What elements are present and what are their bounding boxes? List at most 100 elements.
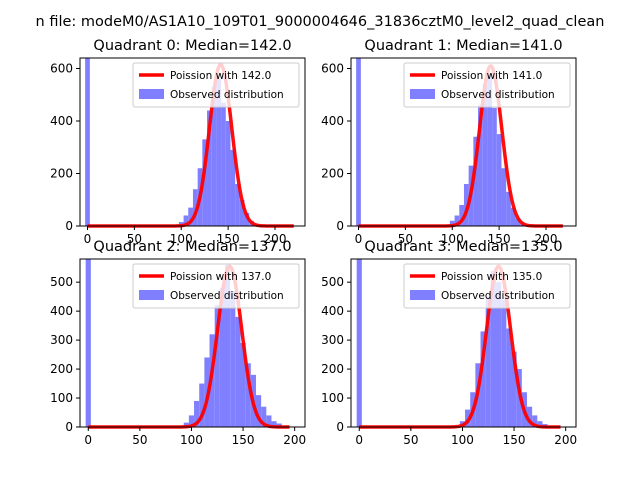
hist-bar	[487, 73, 493, 226]
subplot-quadrant-0: 0 50 100 150 200 0 200 400 600 Quadrant 0: Median…	[50, 38, 306, 246]
x-tick-label: 100	[441, 232, 464, 246]
x-tick-label: 200	[264, 232, 287, 246]
hist-bar	[188, 415, 195, 427]
x-tick-label: 150	[488, 232, 511, 246]
hist-bar	[245, 363, 251, 427]
axes-frame	[350, 57, 577, 227]
x-tick-label: 100	[180, 433, 203, 447]
legend-hist-swatch	[139, 290, 164, 300]
legend-box	[132, 62, 300, 108]
x-tick-label: 100	[170, 232, 193, 246]
legend-fit-label: Poission with 135.0	[441, 271, 542, 283]
y-tick-label: 200	[50, 167, 73, 181]
y-tick-label: 0	[336, 420, 344, 434]
y-tick-label: 0	[65, 219, 73, 233]
hist-bar	[235, 184, 240, 226]
hist-bar	[511, 351, 517, 427]
x-tick-label: 200	[535, 232, 558, 246]
legend-hist-swatch	[410, 89, 435, 99]
hist-bar	[501, 299, 507, 427]
figure-suptitle: n file: modeM0/AS1A10_109T01_9000004646_…	[36, 14, 605, 30]
y-tick-label: 400	[321, 114, 344, 128]
x-tick-label: 150	[232, 433, 255, 447]
subplot-title: Quadrant 0: Median=142.0	[93, 38, 291, 54]
hist-bar	[255, 395, 262, 427]
hist-bar	[221, 102, 226, 226]
hist-bar	[188, 207, 193, 226]
x-tick-label: 50	[403, 433, 418, 447]
hist-bar	[271, 421, 277, 427]
x-tick-label: 0	[355, 232, 363, 246]
subplot-quadrant-2: 0 50 100 150 200 0 100 200 300 400 500 Quadrant 2: …	[50, 239, 306, 447]
y-tick-label: 500	[321, 275, 344, 289]
hist-bar	[192, 189, 198, 226]
hist-bar	[261, 406, 267, 427]
hist-bar	[506, 328, 512, 427]
hist-bar	[515, 218, 521, 226]
axes-frame	[79, 57, 306, 227]
hist-bar	[506, 191, 511, 226]
legend-hist-label: Observed distribution	[441, 290, 555, 302]
hist-bar	[356, 58, 361, 226]
x-tick-label: 200	[554, 433, 577, 447]
y-tick-label: 0	[65, 420, 73, 434]
hist-bar	[356, 259, 362, 427]
y-tick-label: 0	[336, 219, 344, 233]
legend-hist-label: Observed distribution	[170, 290, 284, 302]
hist-bar	[240, 343, 246, 427]
hist-bar	[478, 105, 483, 226]
hist-bar	[183, 422, 189, 427]
y-tick-label: 100	[50, 391, 73, 405]
x-tick-label: 150	[217, 232, 240, 246]
subplot-quadrant-3: 0 50 100 150 200 0 100 200 300 400 500 Quadrant 3: …	[321, 239, 577, 447]
hist-bar	[459, 205, 464, 226]
axes-frame	[350, 258, 577, 428]
x-tick-label: 0	[84, 433, 92, 447]
subplot-grid: 0 50 100 150 200 0 200 400 600 Quadrant 0: Median…	[50, 38, 577, 447]
hist-bar	[216, 79, 222, 226]
axes-frame	[79, 258, 306, 428]
y-tick-label: 400	[50, 304, 73, 318]
y-tick-label: 500	[50, 275, 73, 289]
hist-bar	[449, 220, 455, 226]
legend-fit-label: Poission with 137.0	[170, 271, 271, 283]
y-tick-label: 600	[50, 62, 73, 76]
hist-bar	[492, 107, 497, 226]
y-tick-label: 400	[50, 114, 73, 128]
hist-bar	[199, 383, 205, 427]
hist-bar	[526, 406, 533, 427]
legend-hist-label: Observed distribution	[170, 89, 284, 101]
hist-bar	[496, 134, 502, 226]
hist-bar	[480, 331, 486, 427]
subplot-title: Quadrant 3: Median=135.0	[364, 239, 562, 255]
y-tick-label: 300	[50, 333, 73, 347]
hist-bar	[463, 184, 469, 226]
y-tick-label: 200	[321, 167, 344, 181]
hist-bar	[501, 168, 507, 226]
hist-bar	[183, 215, 189, 226]
hist-bar	[85, 58, 90, 226]
hist-bar	[485, 296, 491, 427]
legend-hist-swatch	[410, 290, 435, 300]
subplot-title: Quadrant 2: Median=137.0	[93, 239, 291, 255]
hist-bar	[207, 110, 212, 226]
hist-bar	[211, 86, 217, 226]
hist-bar	[214, 305, 220, 427]
legend-hist-label: Observed distribution	[441, 89, 555, 101]
y-tick-label: 400	[321, 304, 344, 318]
hist-bar	[496, 282, 502, 427]
hist-bar	[225, 121, 231, 226]
legend-box	[132, 263, 300, 309]
legend-box	[403, 263, 571, 309]
x-tick-label: 50	[127, 232, 142, 246]
hist-bar	[510, 207, 516, 226]
hist-bar	[537, 421, 543, 427]
legend-fit-label: Poission with 141.0	[441, 70, 542, 82]
x-tick-label: 50	[398, 232, 413, 246]
y-tick-label: 200	[321, 362, 344, 376]
hist-bar	[482, 84, 488, 226]
hist-bar	[266, 415, 272, 427]
y-tick-label: 600	[321, 62, 344, 76]
y-tick-label: 200	[50, 362, 73, 376]
hist-bar	[235, 316, 241, 427]
